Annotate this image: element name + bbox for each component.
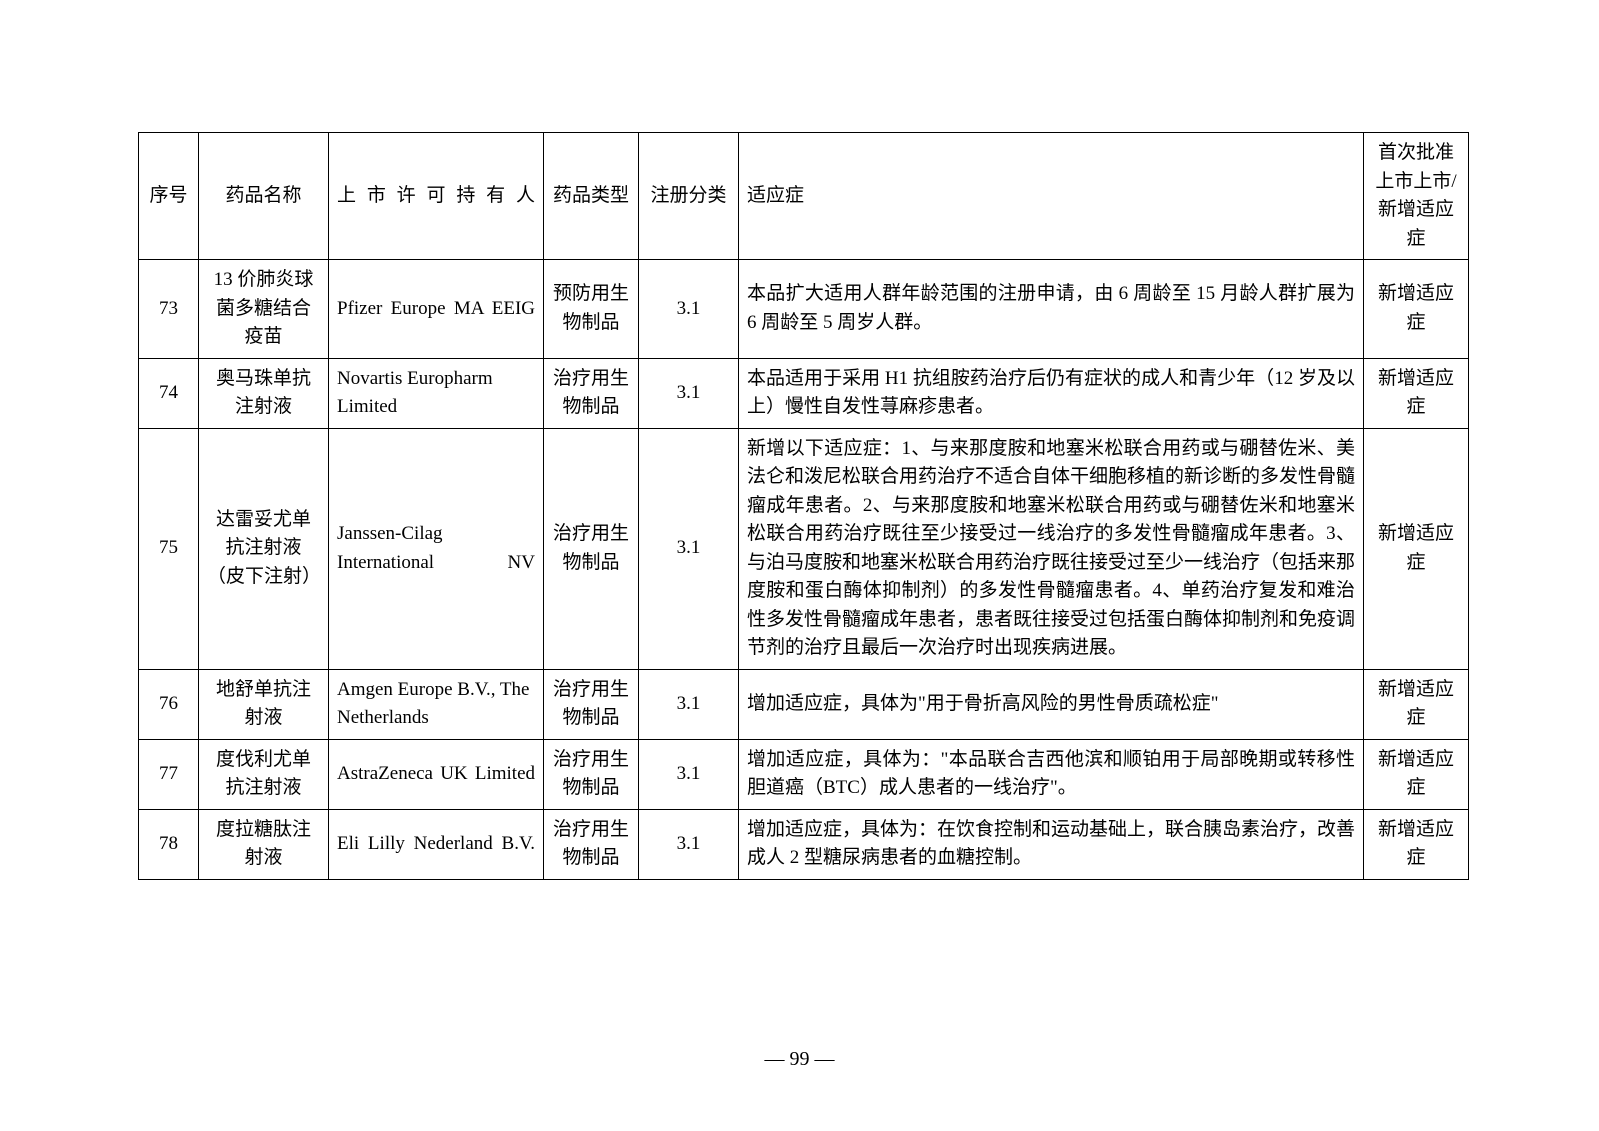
cell-approval: 新增适应症 — [1364, 428, 1469, 669]
table-row: 77 度伐利尤单抗注射液 AstraZeneca UK Limited 治疗用生… — [139, 739, 1469, 809]
cell-seq: 78 — [139, 809, 199, 879]
header-indication: 适应症 — [739, 133, 1364, 260]
cell-mah: Novartis Europharm Limited — [329, 358, 544, 428]
cell-indication: 本品扩大适用人群年龄范围的注册申请，由 6 周龄至 15 月龄人群扩展为 6 周… — [739, 260, 1364, 359]
cell-mah: AstraZeneca UK Limited — [329, 739, 544, 809]
cell-regclass: 3.1 — [639, 260, 739, 359]
page-number: — 99 — — [0, 1048, 1599, 1071]
cell-name: 度拉糖肽注射液 — [199, 809, 329, 879]
table-row: 73 13 价肺炎球菌多糖结合疫苗 Pfizer Europe MA EEIG … — [139, 260, 1469, 359]
cell-name: 度伐利尤单抗注射液 — [199, 739, 329, 809]
cell-mah: Pfizer Europe MA EEIG — [329, 260, 544, 359]
cell-approval: 新增适应症 — [1364, 260, 1469, 359]
cell-name: 13 价肺炎球菌多糖结合疫苗 — [199, 260, 329, 359]
header-type: 药品类型 — [544, 133, 639, 260]
cell-approval: 新增适应症 — [1364, 809, 1469, 879]
cell-mah: Janssen-Cilag International NV — [329, 428, 544, 669]
table-header: 序号 药品名称 上市许可持有人 药品类型 注册分类 适应症 首次批准上市上市/新… — [139, 133, 1469, 260]
drug-approval-table: 序号 药品名称 上市许可持有人 药品类型 注册分类 适应症 首次批准上市上市/新… — [138, 132, 1469, 880]
cell-name: 达雷妥尤单抗注射液（皮下注射） — [199, 428, 329, 669]
cell-approval: 新增适应症 — [1364, 669, 1469, 739]
cell-indication: 新增以下适应症：1、与来那度胺和地塞米松联合用药或与硼替佐米、美法仑和泼尼松联合… — [739, 428, 1364, 669]
table-row: 74 奥马珠单抗注射液 Novartis Europharm Limited 治… — [139, 358, 1469, 428]
table-row: 78 度拉糖肽注射液 Eli Lilly Nederland B.V. 治疗用生… — [139, 809, 1469, 879]
table-row: 76 地舒单抗注射液 Amgen Europe B.V., The Nether… — [139, 669, 1469, 739]
cell-indication: 增加适应症，具体为："本品联合吉西他滨和顺铂用于局部晚期或转移性胆道癌（BTC）… — [739, 739, 1364, 809]
cell-type: 治疗用生物制品 — [544, 739, 639, 809]
header-row: 序号 药品名称 上市许可持有人 药品类型 注册分类 适应症 首次批准上市上市/新… — [139, 133, 1469, 260]
cell-regclass: 3.1 — [639, 739, 739, 809]
cell-name: 地舒单抗注射液 — [199, 669, 329, 739]
header-regclass: 注册分类 — [639, 133, 739, 260]
cell-type: 治疗用生物制品 — [544, 809, 639, 879]
header-seq: 序号 — [139, 133, 199, 260]
cell-regclass: 3.1 — [639, 428, 739, 669]
cell-regclass: 3.1 — [639, 358, 739, 428]
table-body: 73 13 价肺炎球菌多糖结合疫苗 Pfizer Europe MA EEIG … — [139, 260, 1469, 880]
header-name: 药品名称 — [199, 133, 329, 260]
cell-regclass: 3.1 — [639, 809, 739, 879]
cell-mah: Amgen Europe B.V., The Netherlands — [329, 669, 544, 739]
cell-seq: 75 — [139, 428, 199, 669]
cell-seq: 76 — [139, 669, 199, 739]
cell-seq: 74 — [139, 358, 199, 428]
cell-indication: 增加适应症，具体为：在饮食控制和运动基础上，联合胰岛素治疗，改善成人 2 型糖尿… — [739, 809, 1364, 879]
cell-mah: Eli Lilly Nederland B.V. — [329, 809, 544, 879]
cell-type: 治疗用生物制品 — [544, 358, 639, 428]
cell-seq: 77 — [139, 739, 199, 809]
cell-type: 治疗用生物制品 — [544, 669, 639, 739]
cell-seq: 73 — [139, 260, 199, 359]
cell-approval: 新增适应症 — [1364, 739, 1469, 809]
page-container: 序号 药品名称 上市许可持有人 药品类型 注册分类 适应症 首次批准上市上市/新… — [0, 0, 1599, 880]
table-row: 75 达雷妥尤单抗注射液（皮下注射） Janssen-Cilag Interna… — [139, 428, 1469, 669]
header-mah: 上市许可持有人 — [329, 133, 544, 260]
header-approval: 首次批准上市上市/新增适应症 — [1364, 133, 1469, 260]
cell-indication: 增加适应症，具体为"用于骨折高风险的男性骨质疏松症" — [739, 669, 1364, 739]
cell-regclass: 3.1 — [639, 669, 739, 739]
cell-indication: 本品适用于采用 H1 抗组胺药治疗后仍有症状的成人和青少年（12 岁及以上）慢性… — [739, 358, 1364, 428]
cell-type: 治疗用生物制品 — [544, 428, 639, 669]
cell-approval: 新增适应症 — [1364, 358, 1469, 428]
cell-type: 预防用生物制品 — [544, 260, 639, 359]
cell-name: 奥马珠单抗注射液 — [199, 358, 329, 428]
